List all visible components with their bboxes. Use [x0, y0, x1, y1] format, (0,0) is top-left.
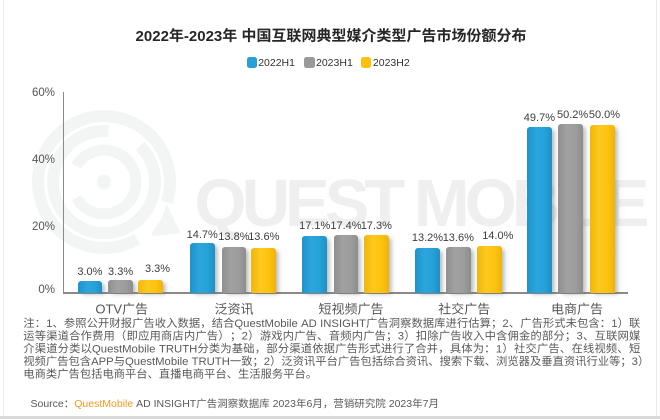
svg-text:APP: APP	[91, 356, 114, 368]
svg-text:TRUTH: TRUTH	[159, 343, 197, 355]
svg-text:QuestMobile: QuestMobile	[92, 343, 155, 355]
svg-text:AD: AD	[136, 398, 151, 410]
svg-text:Source: Source	[31, 398, 64, 410]
svg-text:INSIGHT: INSIGHT	[320, 318, 366, 330]
svg-text:QuestMobile: QuestMobile	[74, 398, 133, 410]
svg-text:TRUTH: TRUTH	[192, 356, 230, 368]
svg-text:2023: 2023	[273, 398, 297, 410]
svg-text:2: 2	[264, 356, 270, 368]
svg-text:2022: 2022	[136, 28, 169, 45]
svg-text:3: 3	[398, 331, 404, 343]
svg-text:2023: 2023	[389, 398, 413, 410]
svg-text:AD: AD	[301, 318, 317, 330]
svg-text:2: 2	[242, 331, 248, 343]
svg-text:1: 1	[46, 318, 52, 330]
svg-text:1: 1	[496, 343, 502, 355]
svg-text:3: 3	[632, 356, 638, 368]
svg-text:OTV: OTV	[95, 302, 122, 317]
svg-text:7: 7	[423, 398, 429, 410]
svg-text:QuestMobile: QuestMobile	[125, 356, 188, 368]
svg-text:1: 1	[611, 318, 617, 330]
svg-text:3: 3	[577, 331, 583, 343]
svg-text:6: 6	[306, 398, 312, 410]
svg-text:2: 2	[502, 318, 508, 330]
svg-text:-2023: -2023	[184, 28, 222, 45]
svg-text:QuestMobile: QuestMobile	[234, 318, 297, 330]
svg-text:INSIGHT: INSIGHT	[154, 398, 197, 410]
